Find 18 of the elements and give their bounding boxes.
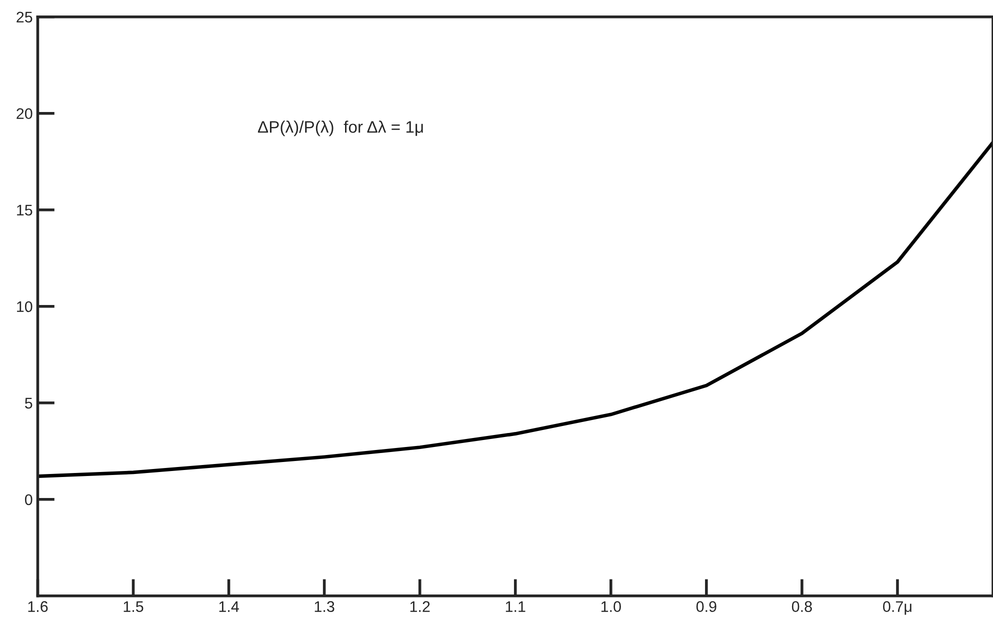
y-tick-label: 0	[24, 494, 32, 506]
annotation: ΔP(λ)/P(λ) for Δλ = 1μ	[258, 120, 423, 136]
line-series	[38, 140, 993, 478]
x-tick-label: 1.5	[124, 601, 144, 612]
y-tick-label: 20	[16, 108, 32, 120]
y-tick-label: 10	[17, 301, 32, 312]
x-tick-label: 1.4	[219, 601, 239, 612]
x-tick-label: 1.6	[28, 601, 48, 612]
y-tick-label: 15	[17, 204, 32, 216]
x-tick-label: 0.8	[792, 601, 812, 612]
x-tick-label: 1.3	[314, 601, 334, 612]
y-tick-label: 25	[16, 12, 32, 23]
x-tick-label: 1.2	[410, 601, 430, 612]
x-tick-label: 0.7μ	[883, 601, 912, 615]
x-tick-label: 1.1	[506, 601, 526, 612]
y-tick-label: 5	[24, 398, 32, 409]
x-tick-label: 1.0	[601, 601, 621, 612]
x-tick-label: 0.9	[696, 601, 716, 612]
